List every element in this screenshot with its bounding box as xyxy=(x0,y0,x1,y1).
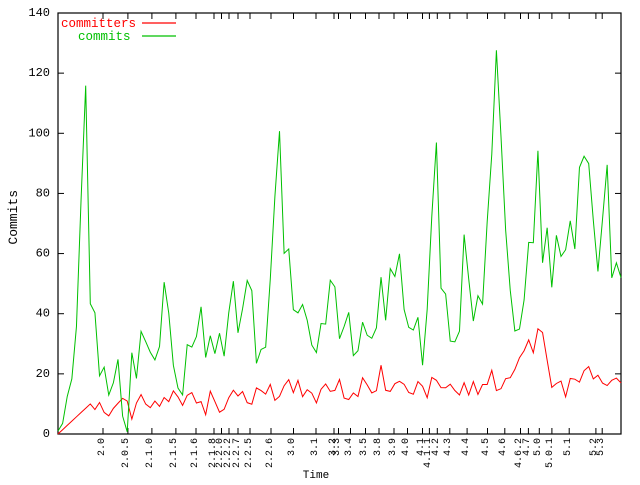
svg-text:60: 60 xyxy=(36,247,50,261)
svg-text:140: 140 xyxy=(28,6,50,20)
svg-text:committers: committers xyxy=(61,17,136,31)
svg-text:0: 0 xyxy=(43,427,50,441)
svg-text:40: 40 xyxy=(36,307,50,321)
svg-text:120: 120 xyxy=(28,66,50,80)
svg-text:commits: commits xyxy=(78,30,131,44)
svg-text:Time: Time xyxy=(303,470,329,480)
svg-text:100: 100 xyxy=(28,126,50,140)
svg-text:80: 80 xyxy=(36,186,50,200)
svg-text:20: 20 xyxy=(36,367,50,381)
